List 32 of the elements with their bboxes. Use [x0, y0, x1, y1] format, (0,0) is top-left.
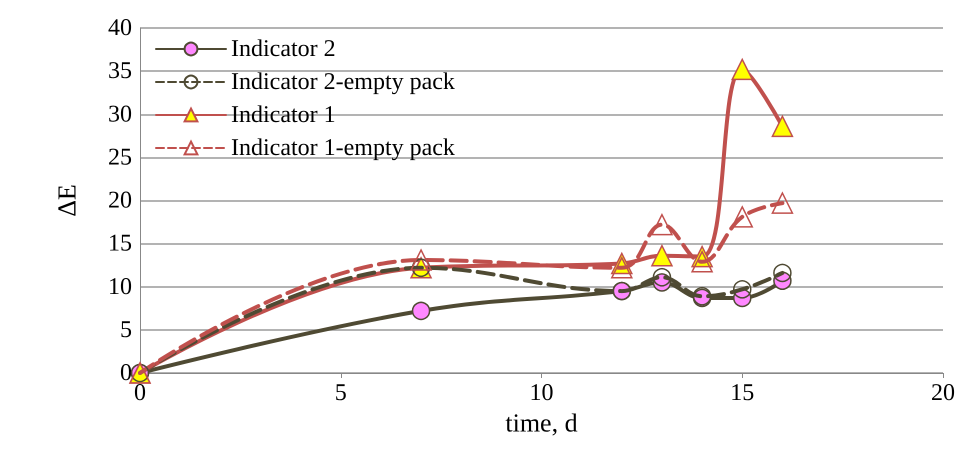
point: [410, 249, 432, 271]
point: [773, 264, 792, 282]
point: [651, 244, 673, 266]
point: [691, 250, 713, 272]
y-tick-label: 20: [108, 188, 132, 214]
y-tick-label: 0: [120, 360, 132, 386]
x-tick-label: 10: [530, 380, 554, 406]
y-tick-label: 10: [108, 274, 132, 300]
x-tick-label: 15: [730, 380, 754, 406]
point: [732, 58, 753, 80]
point: [772, 192, 794, 214]
point: [651, 214, 673, 236]
y-tick-label: 15: [108, 230, 132, 257]
point: [412, 302, 430, 320]
legend-label: Indicator 2: [231, 36, 336, 62]
x-tick-label: 5: [334, 380, 347, 406]
y-tick-label: 5: [120, 316, 132, 343]
y-tick-label: 35: [108, 58, 132, 84]
point: [652, 268, 672, 287]
y-tick-label: 30: [108, 101, 132, 128]
x-tick-label: 20: [931, 380, 955, 406]
y-axis-title: ΔE: [52, 184, 82, 217]
legend-label: Indicator 1: [231, 102, 336, 128]
point: [732, 206, 753, 228]
legend-label: Indicator 2-empty pack: [231, 69, 455, 95]
y-tick-label: 40: [108, 15, 132, 41]
x-axis-title: time, d: [505, 408, 578, 438]
y-tick-label: 25: [108, 144, 132, 170]
point: [733, 280, 752, 299]
legend-label: Indicator 1-empty pack: [231, 135, 455, 161]
point: [611, 257, 633, 279]
point: [772, 116, 794, 138]
